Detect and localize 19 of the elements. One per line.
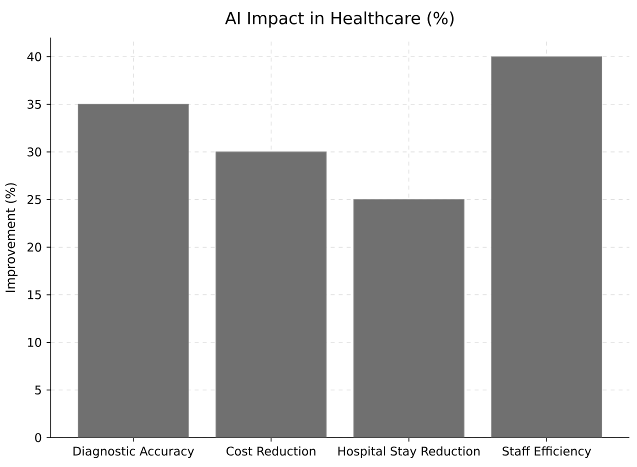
y-tick-label: 20 — [28, 242, 42, 252]
x-tick-label: Diagnostic Accuracy — [74, 446, 194, 458]
y-tick-label: 5 — [35, 386, 41, 394]
y-tick-label: 35 — [28, 100, 41, 109]
x-tick-label: Staff Efficiency — [502, 446, 592, 458]
bar — [78, 104, 189, 438]
y-tick-label: 40 — [27, 52, 42, 62]
chart-title: AI Impact in Healthcare (%) — [225, 11, 454, 28]
y-tick-label: 10 — [28, 338, 42, 347]
bar — [491, 56, 602, 438]
bar — [216, 152, 327, 438]
y-tick-label: 25 — [28, 195, 41, 204]
bar — [353, 199, 464, 438]
x-tick-label: Cost Reduction — [226, 446, 316, 456]
y-axis-title: Improvement (%) — [5, 183, 18, 292]
y-tick-label: 0 — [35, 433, 42, 442]
x-tick-label: Hospital Stay Reduction — [338, 446, 480, 458]
y-tick-label: 15 — [28, 290, 41, 300]
y-tick-label: 30 — [28, 147, 42, 156]
